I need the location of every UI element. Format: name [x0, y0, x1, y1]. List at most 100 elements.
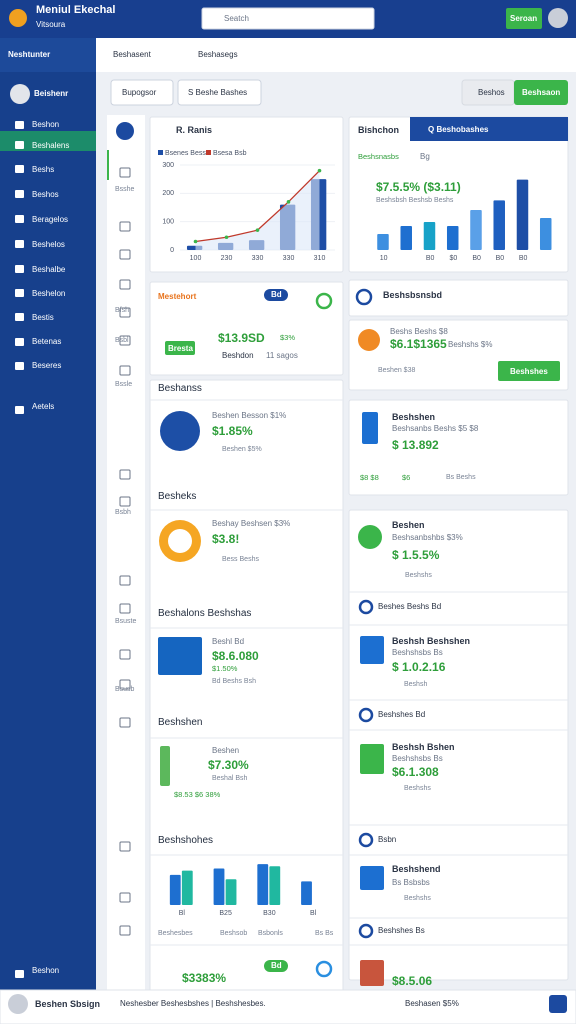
stat: $6 — [402, 473, 411, 482]
line-point — [286, 200, 291, 204]
note: Beshshs — [404, 785, 431, 792]
brand: Neshtunter — [8, 50, 51, 59]
header-button — [506, 8, 542, 29]
header-button-text[interactable]: Seroan — [510, 14, 538, 23]
list-row[interactable]: Beshes Beshs Bd — [378, 602, 442, 611]
badge — [264, 289, 288, 301]
nav-item[interactable]: Beseres — [32, 361, 62, 370]
thumbnail — [362, 412, 378, 444]
footer-text: Neshesber Beshesbshes | Beshshesbes. — [120, 999, 266, 1008]
note: Beshen $38 — [378, 367, 416, 374]
note: Beshshsbs Bs — [392, 754, 443, 763]
bar — [446, 226, 459, 250]
rail-icon — [119, 841, 131, 852]
rail-icon — [119, 679, 131, 690]
bar — [400, 226, 412, 250]
nav-item[interactable]: Beshon — [32, 966, 60, 975]
toolbar-button — [177, 79, 262, 106]
nav-item[interactable]: Beshos — [32, 190, 59, 199]
rail-label: Bssle — [115, 381, 133, 388]
toolbar-text[interactable]: Bupogsor — [122, 88, 157, 97]
footer-button — [549, 995, 567, 1013]
toolbar-text[interactable]: S Beshe Bashes — [188, 88, 248, 97]
tab[interactable]: Beshasent — [113, 50, 151, 59]
nav-icon — [15, 362, 24, 370]
note: Beshen $5% — [222, 446, 262, 453]
row-icon — [358, 599, 374, 615]
bar — [181, 870, 193, 905]
toolbar-button — [514, 80, 568, 105]
nav-item[interactable]: Beshalens — [32, 141, 70, 150]
note: Beshshs — [405, 572, 432, 579]
chart-footer: Bsbonls — [258, 930, 283, 937]
kpi-value: $ 1.5.5% — [392, 548, 440, 562]
nav-icon — [15, 265, 24, 273]
line-point — [193, 239, 198, 244]
note: Bd Beshs Bsh — [212, 678, 256, 685]
profile-name: Beishenr — [34, 89, 69, 98]
kpi-value: $8.6.080 — [212, 649, 259, 663]
line-point — [255, 228, 260, 232]
card-title: Beshshend — [392, 864, 441, 874]
nav-item[interactable]: Beshelon — [32, 289, 66, 298]
note: Beshal Bsh — [212, 775, 248, 782]
app-title: Meniul Ekechal — [36, 4, 116, 16]
nav-icon — [15, 338, 24, 346]
kpi-value: $ 13.892 — [392, 438, 439, 452]
rail-icon — [119, 335, 131, 346]
y-tick-label: 100 — [162, 219, 174, 226]
section-title: Beshanss — [158, 383, 202, 394]
section-title: Beshshen — [158, 717, 203, 728]
note: Bess Beshs — [222, 556, 259, 563]
bar — [377, 234, 389, 250]
list-row[interactable]: Beshshes Bd — [378, 710, 426, 719]
note: Beshsanbs Beshs $5 $8 — [392, 424, 479, 433]
kpi-value: $ 1.0.2.16 — [392, 660, 446, 674]
card-tab-text[interactable]: Q Beshobashes — [428, 125, 489, 134]
bar — [470, 210, 482, 250]
card-label: Beshl Bd — [212, 637, 245, 646]
note: Beshshsbs Bs — [392, 648, 443, 657]
nav-icon — [15, 970, 24, 978]
nav-icon — [15, 289, 24, 297]
x-tick-label: B30 — [263, 910, 276, 917]
nav-item[interactable]: Betenas — [32, 337, 62, 346]
toolbar-text[interactable]: Beshsaon — [522, 88, 561, 97]
legend-swatch — [158, 150, 163, 155]
card-title: Beshsh Beshshen — [392, 636, 471, 646]
search-placeholder[interactable]: Seatch — [224, 14, 249, 23]
thumbnail — [360, 960, 384, 986]
tab[interactable]: Beshasegs — [198, 50, 238, 59]
alert-icon — [355, 288, 373, 306]
nav-item[interactable]: Beshs — [32, 165, 55, 174]
card-label: Beshen — [212, 746, 240, 755]
x-tick-label: B0 — [496, 255, 505, 262]
footer-bar — [0, 989, 576, 1024]
nav-item[interactable]: Beshon — [32, 120, 60, 129]
line-point — [317, 168, 322, 173]
rail-icon — [119, 649, 131, 660]
x-tick-label: Bl — [310, 910, 317, 917]
nav-item[interactable]: Beragelos — [32, 215, 69, 224]
list-row[interactable]: Bsbn — [378, 835, 397, 844]
nav-item[interactable]: Beshelos — [32, 240, 65, 249]
note: Beshsanbshbs $3% — [392, 533, 463, 542]
legend-label: Bsesa Bsb — [213, 150, 247, 157]
toolbar-text[interactable]: Beshos — [478, 88, 505, 97]
stat: $8 $8 — [360, 473, 379, 482]
nav-item[interactable]: Beshalbe — [32, 265, 66, 274]
nav-item[interactable]: Aetels — [32, 402, 55, 411]
kpi-delta: $1.50% — [212, 664, 238, 673]
y-tick-label: 200 — [162, 190, 174, 197]
nav-icon — [15, 240, 24, 248]
rail-label: Bsshe — [115, 186, 135, 193]
note: Beshshs $% — [448, 340, 493, 349]
kpi-value: $3383% — [182, 971, 227, 985]
button-text[interactable]: Beshshes — [510, 367, 548, 376]
x-tick-label: B0 — [472, 255, 481, 262]
list-row[interactable]: Beshshes Bs — [378, 926, 425, 935]
x-tick-label: B25 — [219, 910, 232, 917]
card — [348, 279, 569, 317]
nav-item[interactable]: Bestis — [32, 313, 54, 322]
note: Beshshs — [404, 895, 431, 902]
